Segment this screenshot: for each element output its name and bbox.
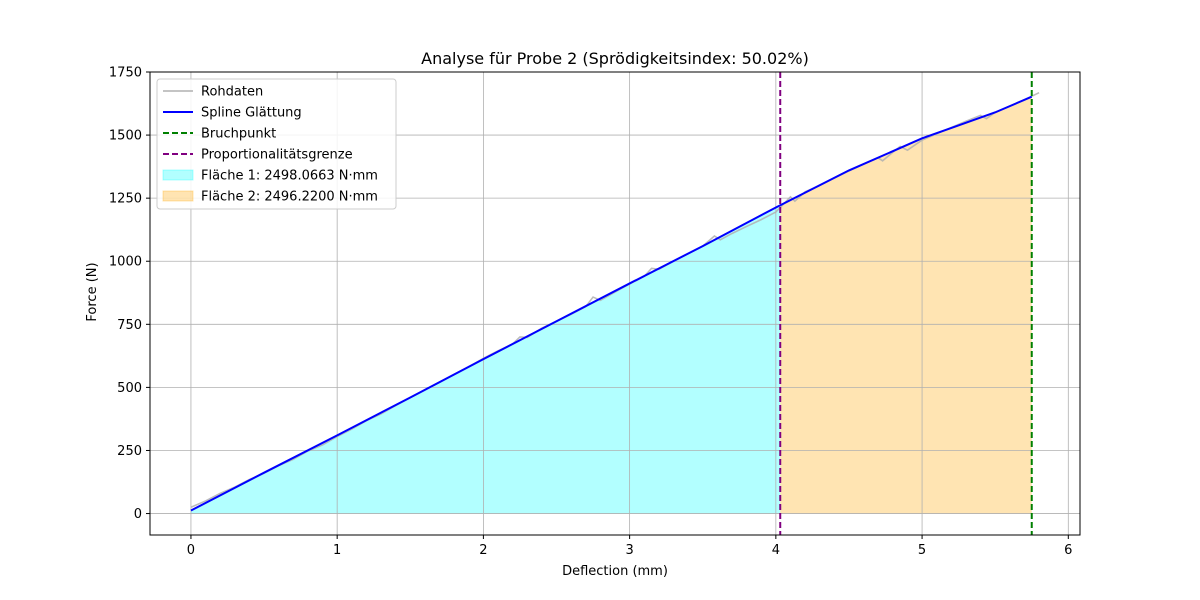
y-tick-label: 1500	[109, 129, 142, 144]
legend-entry: Fläche 1: 2498.0663 N·mm	[201, 169, 378, 184]
legend-swatch	[162, 190, 194, 202]
area-2	[780, 96, 1032, 514]
legend-entry: Fläche 2: 2496.2200 N·mm	[201, 190, 378, 205]
y-tick-label: 250	[117, 444, 142, 459]
spline-line	[190, 95, 1033, 512]
x-tick-label: 1	[333, 543, 341, 558]
x-tick-label: 4	[772, 543, 780, 558]
series-lines	[190, 72, 1040, 535]
legend: Rohdaten Spline Glättung Bruchpunkt Proport…	[156, 78, 397, 210]
axes-frame	[149, 71, 1081, 536]
x-tick-label: 0	[187, 543, 195, 558]
legend-entry: Bruchpunkt	[201, 127, 276, 142]
y-tick-label: 1000	[109, 255, 142, 270]
legend-swatch	[162, 169, 194, 181]
x-tick-label: 6	[1064, 543, 1072, 558]
x-tick-label: 3	[625, 543, 633, 558]
x-tick-label: 2	[479, 543, 487, 558]
y-tick-label: 750	[117, 318, 142, 333]
ticks: 0 1 2 3 4 5 6 0 250 500 750 1000 1250 1500 1750	[109, 66, 1073, 559]
plot-frame	[149, 71, 1081, 536]
y-tick-label: 0	[134, 507, 142, 522]
y-tick-label: 1250	[109, 192, 142, 207]
x-axis-label: Deflection (mm)	[562, 564, 668, 579]
y-tick-label: 500	[117, 381, 142, 396]
chart-title: Analyse für Probe 2 (Sprödigkeitsindex: …	[421, 49, 809, 68]
legend-box	[156, 78, 397, 210]
legend-entry: Rohdaten	[201, 85, 263, 100]
legend-entry: Proportionalitätsgrenze	[201, 148, 353, 163]
y-axis-label: Force (N)	[85, 262, 100, 321]
legend-entry: Spline Glättung	[201, 106, 302, 121]
x-tick-label: 5	[918, 543, 926, 558]
y-tick-label: 1750	[109, 66, 142, 81]
